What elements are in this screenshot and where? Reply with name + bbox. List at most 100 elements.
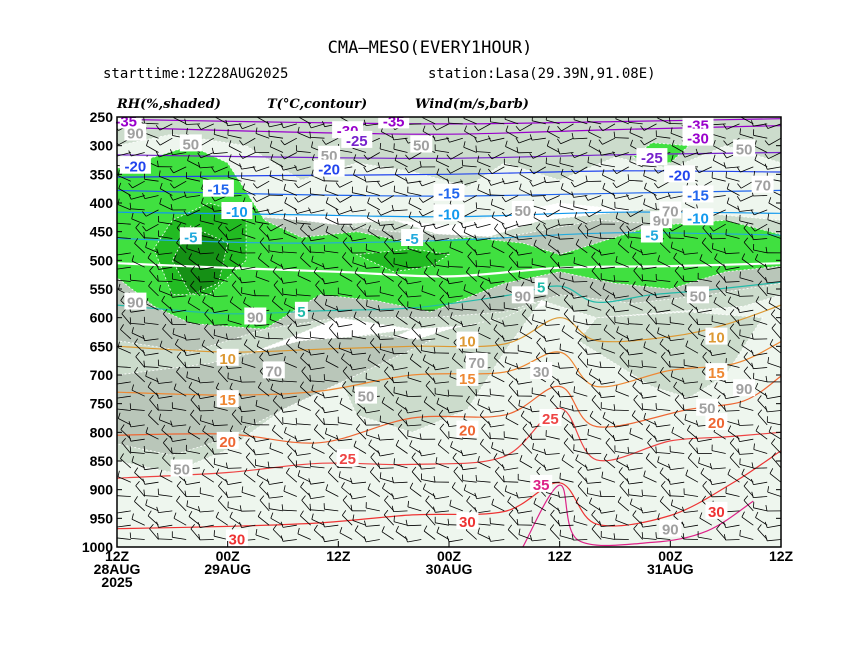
wind-barb bbox=[725, 410, 740, 412]
wind-barb bbox=[577, 227, 588, 239]
wind-barb bbox=[282, 380, 297, 383]
wind-barb bbox=[395, 531, 408, 540]
wind-barb-flag bbox=[131, 327, 134, 334]
wind-barb bbox=[190, 285, 201, 297]
wind-barb-flag bbox=[557, 148, 560, 155]
wind-barb bbox=[753, 481, 768, 485]
wind-barb bbox=[394, 223, 408, 230]
wind-barb-flag bbox=[573, 386, 575, 393]
wind-barb bbox=[575, 330, 588, 340]
wind-barb-flag bbox=[341, 510, 347, 516]
wind-barb bbox=[339, 274, 353, 282]
wind-barb-flag bbox=[422, 125, 426, 132]
wind-barb bbox=[559, 252, 574, 256]
wind-barb bbox=[131, 152, 145, 157]
temperature-label: -35 bbox=[115, 113, 137, 130]
wind-barb-flag bbox=[505, 412, 509, 419]
wind-barb-flag bbox=[439, 423, 445, 429]
wind-barb-flag bbox=[659, 467, 664, 474]
wind-barb-flag bbox=[353, 311, 357, 318]
wind-barb bbox=[643, 346, 657, 354]
wind-barb bbox=[712, 248, 726, 254]
wind-barb bbox=[436, 173, 450, 182]
wind-barb bbox=[643, 289, 657, 297]
wind-barb-flag bbox=[176, 223, 182, 229]
wind-barb bbox=[395, 316, 408, 325]
wind-barb-flag bbox=[225, 119, 228, 126]
wind-barb-flag bbox=[239, 140, 244, 146]
wind-barb-flag bbox=[491, 240, 495, 247]
wind-barb-flag bbox=[461, 303, 464, 310]
wind-barb bbox=[743, 227, 754, 239]
wind-barb bbox=[757, 400, 768, 411]
wind-barb-flag bbox=[267, 189, 270, 196]
wind-barb bbox=[575, 244, 588, 254]
wind-barb-flag bbox=[145, 499, 148, 506]
wind-barb-flag bbox=[243, 339, 248, 345]
wind-barb-flag bbox=[508, 380, 514, 386]
wind-barb bbox=[297, 475, 311, 483]
wind-barb bbox=[437, 444, 450, 454]
wind-barb-flag bbox=[768, 197, 772, 204]
wind-barb bbox=[448, 410, 463, 414]
temperature-label: -10 bbox=[226, 204, 248, 221]
wind-barb-flag bbox=[653, 194, 658, 200]
wind-barb bbox=[200, 291, 214, 297]
wind-barb bbox=[616, 180, 629, 188]
wind-barb bbox=[605, 442, 616, 454]
wind-barb bbox=[311, 317, 325, 325]
wind-barb bbox=[768, 137, 781, 146]
wind-barb bbox=[241, 395, 256, 399]
wind-barb bbox=[379, 223, 394, 226]
temperature-label: 30 bbox=[708, 504, 725, 521]
wind-barb bbox=[409, 445, 422, 454]
wind-barb bbox=[518, 534, 533, 540]
wind-barb-flag bbox=[605, 438, 611, 444]
wind-barb bbox=[423, 401, 436, 411]
wind-barb bbox=[421, 338, 436, 341]
wind-barb-flag bbox=[257, 117, 258, 118]
wind-barb bbox=[642, 266, 657, 270]
wind-barb-flag bbox=[231, 409, 237, 415]
wind-barb-flag bbox=[682, 248, 685, 255]
wind-barb bbox=[381, 131, 394, 139]
wind-barb bbox=[534, 458, 547, 469]
wind-barb bbox=[172, 333, 187, 340]
wind-barb bbox=[504, 164, 519, 168]
wind-barb bbox=[380, 180, 394, 188]
wind-barb bbox=[282, 422, 297, 426]
wind-barb bbox=[573, 321, 588, 325]
wind-barb bbox=[200, 493, 214, 497]
wind-barb-flag bbox=[227, 171, 230, 178]
wind-barb-flag bbox=[186, 371, 188, 378]
wind-barb bbox=[147, 257, 159, 268]
wind-barb bbox=[518, 381, 533, 385]
wind-barb-flag bbox=[342, 366, 348, 372]
wind-barb-flag bbox=[447, 518, 450, 525]
wind-barb bbox=[201, 345, 215, 354]
wind-barb-flag bbox=[257, 382, 262, 388]
temperature-label: -25 bbox=[346, 133, 368, 150]
wind-barb-flag bbox=[767, 213, 770, 220]
wind-barb-flag bbox=[549, 266, 555, 272]
wind-barb bbox=[670, 451, 685, 454]
wind-barb-flag bbox=[422, 225, 426, 232]
wind-barb-flag bbox=[655, 532, 657, 539]
wind-barb-flag bbox=[157, 275, 159, 282]
wind-barb bbox=[158, 538, 173, 540]
wind-barb-flag bbox=[647, 308, 652, 315]
wind-barb bbox=[684, 266, 699, 270]
wind-barb bbox=[338, 324, 353, 328]
wind-barb bbox=[132, 180, 145, 189]
wind-barb bbox=[463, 289, 477, 297]
wind-barb-flag bbox=[723, 124, 727, 130]
wind-barb bbox=[144, 366, 159, 368]
rh-label: 50 bbox=[173, 462, 190, 479]
wind-barb bbox=[531, 539, 546, 542]
wind-barb-flag bbox=[519, 168, 523, 175]
wind-barb bbox=[684, 152, 699, 158]
wind-barb-flag bbox=[501, 223, 506, 229]
wind-barb bbox=[172, 152, 187, 156]
wind-barb bbox=[616, 166, 629, 175]
wind-barb-flag bbox=[575, 239, 580, 245]
